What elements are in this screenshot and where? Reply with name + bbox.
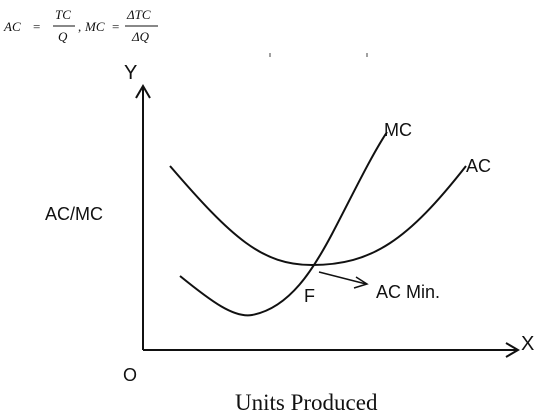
ac-formula-equals: = (33, 19, 40, 34)
y-axis-letter: Y (124, 62, 137, 84)
curves (169, 131, 467, 317)
ac-curve-label: AC (466, 156, 491, 176)
ac-min-arrow (318, 271, 369, 289)
mc-formula-denominator: ΔQ (131, 29, 150, 44)
x-axis-letter: X (521, 333, 534, 355)
y-axis-arrowhead (135, 84, 151, 99)
ac-curve (169, 165, 467, 267)
origin-label: O (123, 365, 137, 385)
formula: AC = TC Q , MC = ΔTC ΔQ (3, 7, 158, 44)
ac-formula-numerator: TC (55, 7, 71, 22)
labels: Y X O AC/MC MC AC F AC Min. (45, 62, 534, 385)
point-f-label: F (304, 286, 315, 306)
mc-formula-equals: = (112, 19, 119, 34)
ac-min-arrow-shaft (318, 271, 367, 285)
mc-formula-lhs: MC (84, 19, 105, 34)
mc-curve (179, 131, 388, 317)
x-axis-title: Units Produced (235, 390, 378, 415)
scan-artifacts (269, 53, 368, 57)
ac-formula-denominator: Q (58, 29, 68, 44)
ac-min-label: AC Min. (376, 282, 440, 302)
formula-separator: , (78, 19, 81, 34)
y-axis-title: AC/MC (45, 204, 103, 224)
x-axis-arrowhead (505, 342, 520, 358)
mc-curve-label: MC (384, 120, 412, 140)
ac-formula-lhs: AC (3, 19, 21, 34)
ac-min-arrowhead (353, 276, 369, 289)
mc-formula-numerator: ΔTC (126, 7, 151, 22)
axes (135, 84, 520, 358)
